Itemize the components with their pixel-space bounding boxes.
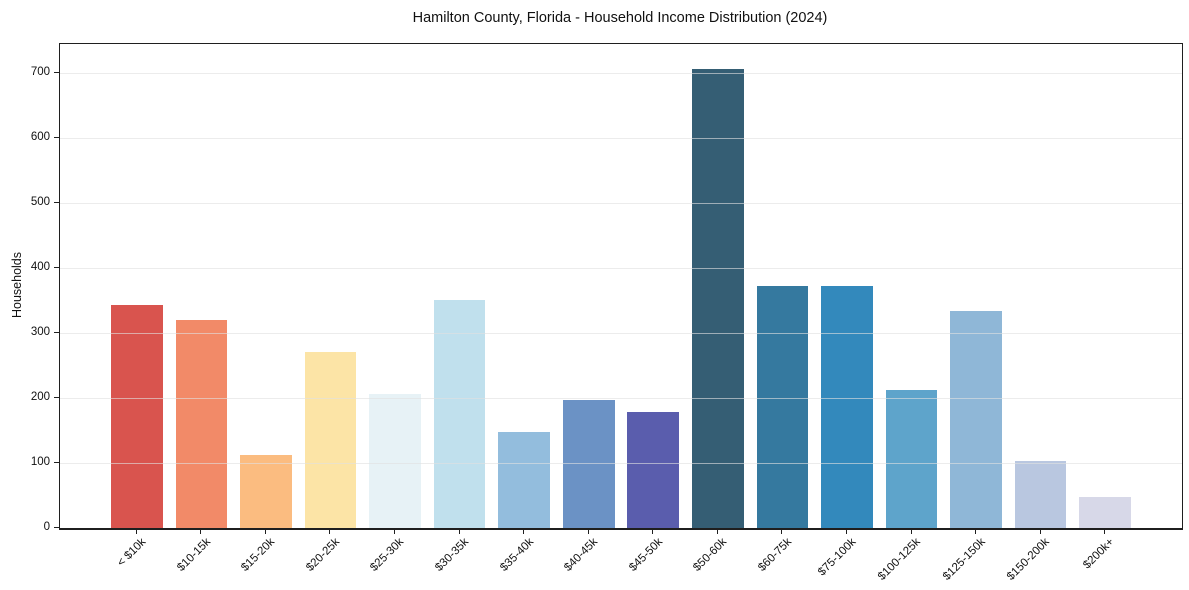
x-tick-mark xyxy=(329,529,331,534)
y-tick-label: 0 xyxy=(43,521,50,533)
x-tick-mark xyxy=(716,529,718,534)
y-tick-mark xyxy=(54,136,59,138)
bar-< $10k xyxy=(111,304,163,528)
x-tick-label-text: $50-60k xyxy=(691,536,730,574)
bar-$50-60k xyxy=(692,69,744,528)
gridline xyxy=(60,72,1182,74)
bar-$10-15k xyxy=(175,319,228,528)
bar-$20-25k xyxy=(304,352,357,528)
bar-$30-35k xyxy=(433,299,486,528)
x-tick-label-text: $75-100k xyxy=(816,536,859,579)
y-tick-label: 300 xyxy=(30,325,50,338)
x-tick-mark xyxy=(394,529,396,534)
x-tick-mark xyxy=(652,529,654,534)
x-tick-mark xyxy=(135,529,137,534)
x-tick-mark xyxy=(845,529,847,534)
y-tick-mark xyxy=(54,461,59,463)
gridline xyxy=(60,397,1182,399)
bar-$125-150k xyxy=(950,311,1002,528)
y-tick-mark xyxy=(54,396,59,398)
bar-$75-100k xyxy=(821,286,873,528)
x-tick-label-text: $150-200k xyxy=(1005,536,1053,583)
bar-$15-20k xyxy=(240,455,292,528)
x-tick-label-text: $35-40k xyxy=(497,536,536,574)
x-tick-mark xyxy=(975,529,977,534)
x-tick-mark xyxy=(1039,529,1041,534)
x-tick-mark xyxy=(1104,529,1106,534)
y-tick-label: 200 xyxy=(30,390,50,403)
x-tick-label-text: $100-125k xyxy=(876,536,923,583)
x-tick-label-text: $40-45k xyxy=(562,536,601,574)
x-tick-label-text: $45-50k xyxy=(626,536,665,574)
y-tick-mark xyxy=(54,201,59,203)
x-tick-label-text: < $10k xyxy=(115,536,149,570)
y-tick-mark xyxy=(54,266,59,268)
x-tick-label-text: $60-75k xyxy=(756,536,794,574)
x-tick-mark xyxy=(781,529,783,534)
gridline xyxy=(60,332,1182,334)
x-tick-label-text: $20-25k xyxy=(304,536,342,574)
gridline xyxy=(60,267,1182,269)
gridline xyxy=(60,462,1182,464)
x-tick-label-text: $10-15k xyxy=(174,536,213,574)
x-tick-mark xyxy=(264,529,266,534)
y-tick-label: 700 xyxy=(30,65,50,78)
x-tick-label-text: $25-30k xyxy=(368,536,407,574)
chart-title: Hamilton County, Florida - Household Inc… xyxy=(412,10,828,26)
y-tick-label: 400 xyxy=(30,260,50,273)
x-tick-mark xyxy=(523,529,525,534)
y-tick-mark xyxy=(54,71,59,73)
x-tick-label-text: $30-35k xyxy=(433,536,472,574)
bar-$60-75k xyxy=(756,286,809,528)
y-tick-label: 600 xyxy=(30,130,50,143)
y-tick-mark xyxy=(54,331,59,333)
x-tick-mark xyxy=(458,529,460,534)
gridline xyxy=(60,202,1182,204)
x-tick-mark xyxy=(200,529,202,534)
y-tick-mark xyxy=(54,527,59,528)
bar-$25-30k xyxy=(369,393,421,528)
y-tick-label: 100 xyxy=(30,455,50,468)
gridline xyxy=(60,137,1182,139)
bar-$45-50k xyxy=(627,412,680,528)
bar-$35-40k xyxy=(498,431,550,528)
y-tick-label: 500 xyxy=(30,195,50,208)
x-tick-mark xyxy=(587,529,589,534)
x-tick-mark xyxy=(910,529,912,534)
x-tick-label-text: $125-150k xyxy=(940,536,988,583)
plot-area xyxy=(59,43,1183,530)
bar-$100-125k xyxy=(885,390,938,528)
x-tick-label-text: $200k+ xyxy=(1081,536,1117,572)
bar-$200k+ xyxy=(1079,496,1131,528)
x-tick-label-text: $15-20k xyxy=(239,536,278,574)
bar-$150-200k xyxy=(1014,460,1067,528)
